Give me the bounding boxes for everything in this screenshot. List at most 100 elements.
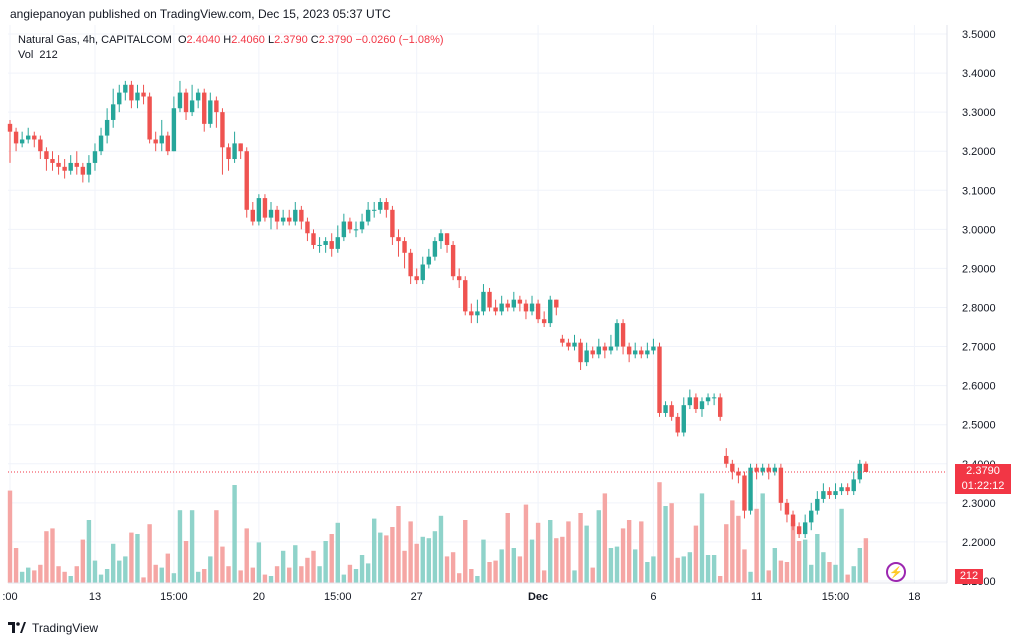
- candle-body: [802, 522, 808, 535]
- volume-bar: [833, 564, 838, 583]
- candle-body: [639, 350, 644, 355]
- candle-body: [645, 350, 650, 355]
- volume-bar: [165, 553, 171, 583]
- volume-bar: [317, 566, 322, 583]
- volume-bar: [796, 541, 802, 583]
- open-value: 2.4040: [186, 34, 221, 46]
- volume-bar: [141, 577, 146, 583]
- candle-body: [402, 241, 407, 253]
- candle-body: [268, 209, 274, 218]
- candle-body: [202, 92, 207, 124]
- candle-body: [475, 311, 480, 316]
- candle-body: [274, 209, 280, 222]
- candle-body: [523, 303, 529, 312]
- price-tick-label: 2.9000: [962, 263, 996, 275]
- volume-bar: [287, 567, 292, 583]
- candle-body: [602, 346, 608, 351]
- candle-body: [548, 299, 553, 324]
- candle-body: [839, 487, 844, 492]
- candle-body: [687, 397, 693, 406]
- volume-bar: [438, 515, 444, 583]
- candle-body: [26, 135, 31, 140]
- candle-body: [505, 303, 510, 308]
- volume-bar: [572, 570, 577, 583]
- candle-body: [153, 139, 158, 144]
- lightning-icon[interactable]: ⚡: [886, 562, 906, 582]
- volume-bar: [821, 552, 826, 583]
- volume-bar: [238, 570, 243, 583]
- price-tick-label: 3.1000: [962, 185, 996, 197]
- candle-body: [38, 139, 43, 152]
- candle-body: [705, 397, 711, 402]
- volume-bar: [359, 555, 365, 583]
- candle-body: [450, 244, 456, 277]
- volume-bar: [535, 522, 541, 583]
- volume-bar: [426, 538, 432, 583]
- volume-bar: [596, 510, 601, 583]
- volume-bar: [529, 539, 535, 583]
- candle-body: [335, 237, 340, 249]
- candle-body: [717, 397, 723, 417]
- candle-body: [165, 135, 171, 152]
- candle-body: [86, 162, 92, 175]
- volume-bar: [396, 506, 401, 583]
- candle-body: [736, 471, 741, 476]
- volume-bar: [450, 552, 456, 583]
- candle-body: [74, 162, 79, 167]
- publisher-line: angiepanoyan published on TradingView.co…: [10, 7, 391, 21]
- volume-bar: [38, 564, 43, 583]
- volume-value: 212: [39, 49, 58, 61]
- volume-bar: [730, 500, 735, 583]
- candle-body: [365, 209, 371, 222]
- candle-body: [693, 397, 699, 410]
- candle-body: [372, 209, 377, 211]
- volume-bar: [851, 566, 856, 583]
- candle-body: [208, 100, 213, 124]
- volume-bar: [323, 541, 328, 583]
- candle-body: [821, 491, 826, 499]
- countdown-tag: 01:22:12: [955, 479, 1011, 494]
- candle-body: [226, 147, 231, 160]
- volume-bar: [845, 574, 850, 583]
- price-tick-label: 3.2000: [962, 146, 996, 158]
- candle-body: [293, 209, 298, 222]
- candle-body: [790, 514, 796, 527]
- candle-body: [535, 303, 541, 320]
- volume-bar: [414, 543, 419, 583]
- volume-bar: [645, 562, 650, 583]
- volume-bar: [280, 550, 286, 583]
- footer-brand-text: TradingView: [32, 621, 99, 635]
- volume-bar: [62, 571, 67, 583]
- volume-bar: [748, 571, 753, 583]
- candle-body: [347, 221, 353, 230]
- close-value: 2.3790: [318, 34, 353, 46]
- volume-bar: [347, 564, 353, 583]
- footer-brand[interactable]: TradingView: [8, 621, 98, 635]
- time-tick-label: 27: [411, 591, 423, 603]
- volume-bar: [602, 493, 608, 583]
- volume-bar: [189, 510, 195, 583]
- candle-body: [432, 241, 438, 257]
- candle-body: [517, 299, 523, 304]
- price-tick-label: 2.8000: [962, 302, 996, 314]
- candle-body: [754, 467, 759, 472]
- volume-bar: [681, 556, 686, 583]
- symbol-name[interactable]: Natural Gas, 4h, CAPITALCOM: [18, 34, 172, 46]
- candle-body: [651, 346, 656, 351]
- volume-bar: [353, 569, 359, 583]
- candle-body: [80, 166, 86, 175]
- candle-body: [220, 112, 225, 148]
- candle-body: [596, 346, 601, 355]
- candle-body: [833, 491, 838, 496]
- candle-body: [730, 463, 735, 472]
- candle-body: [669, 405, 674, 417]
- volume-bar: [802, 539, 808, 583]
- volume-bar: [135, 534, 140, 583]
- candle-body: [159, 135, 164, 144]
- candle-body: [699, 401, 705, 410]
- volume-bar: [384, 535, 389, 583]
- volume-bar: [432, 531, 438, 583]
- volume-label: Vol: [18, 49, 34, 61]
- volume-bar: [311, 550, 316, 583]
